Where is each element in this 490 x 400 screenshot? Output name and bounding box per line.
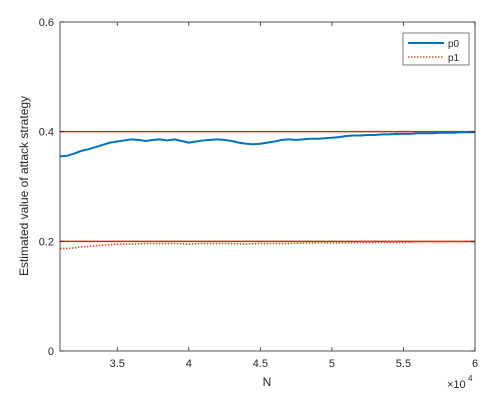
x-tick-label-5: 6 bbox=[472, 358, 478, 370]
x-exponent-label: ×10 4 bbox=[447, 374, 473, 391]
plot-area bbox=[60, 22, 475, 351]
y-axis-label: Estimated value of attack strategy bbox=[17, 96, 31, 276]
reference-lines bbox=[60, 130, 475, 243]
series-line-p1 bbox=[60, 241, 475, 250]
y-tick-label-2: 0.4 bbox=[39, 127, 54, 139]
legend-label-p0: p0 bbox=[448, 39, 460, 50]
x-tick-label-3: 5 bbox=[329, 358, 335, 370]
x-axis-label: N bbox=[263, 375, 272, 389]
x-exponent-base: ×10 bbox=[447, 379, 466, 391]
axis-ticks: 3.5 4 4.5 5 5.5 6 0 0.2 0.4 0.6 bbox=[39, 17, 478, 370]
axes-frame bbox=[59, 21, 476, 352]
legend-box bbox=[402, 32, 470, 66]
x-tick-label-1: 4 bbox=[186, 358, 192, 370]
series-line-p0 bbox=[59, 131, 475, 158]
x-tick-label-2: 4.5 bbox=[253, 358, 268, 370]
legend-label-p1: p1 bbox=[448, 53, 460, 64]
y-tick-label-0: 0 bbox=[48, 346, 54, 358]
y-tick-label-3: 0.6 bbox=[39, 17, 54, 29]
x-tick-label-0: 3.5 bbox=[110, 358, 125, 370]
legend: p0 p1 bbox=[402, 32, 470, 66]
series-lines bbox=[59, 131, 475, 250]
x-tick-label-4: 5.5 bbox=[396, 358, 411, 370]
x-exponent-power: 4 bbox=[468, 374, 473, 383]
y-tick-label-1: 0.2 bbox=[39, 236, 54, 248]
